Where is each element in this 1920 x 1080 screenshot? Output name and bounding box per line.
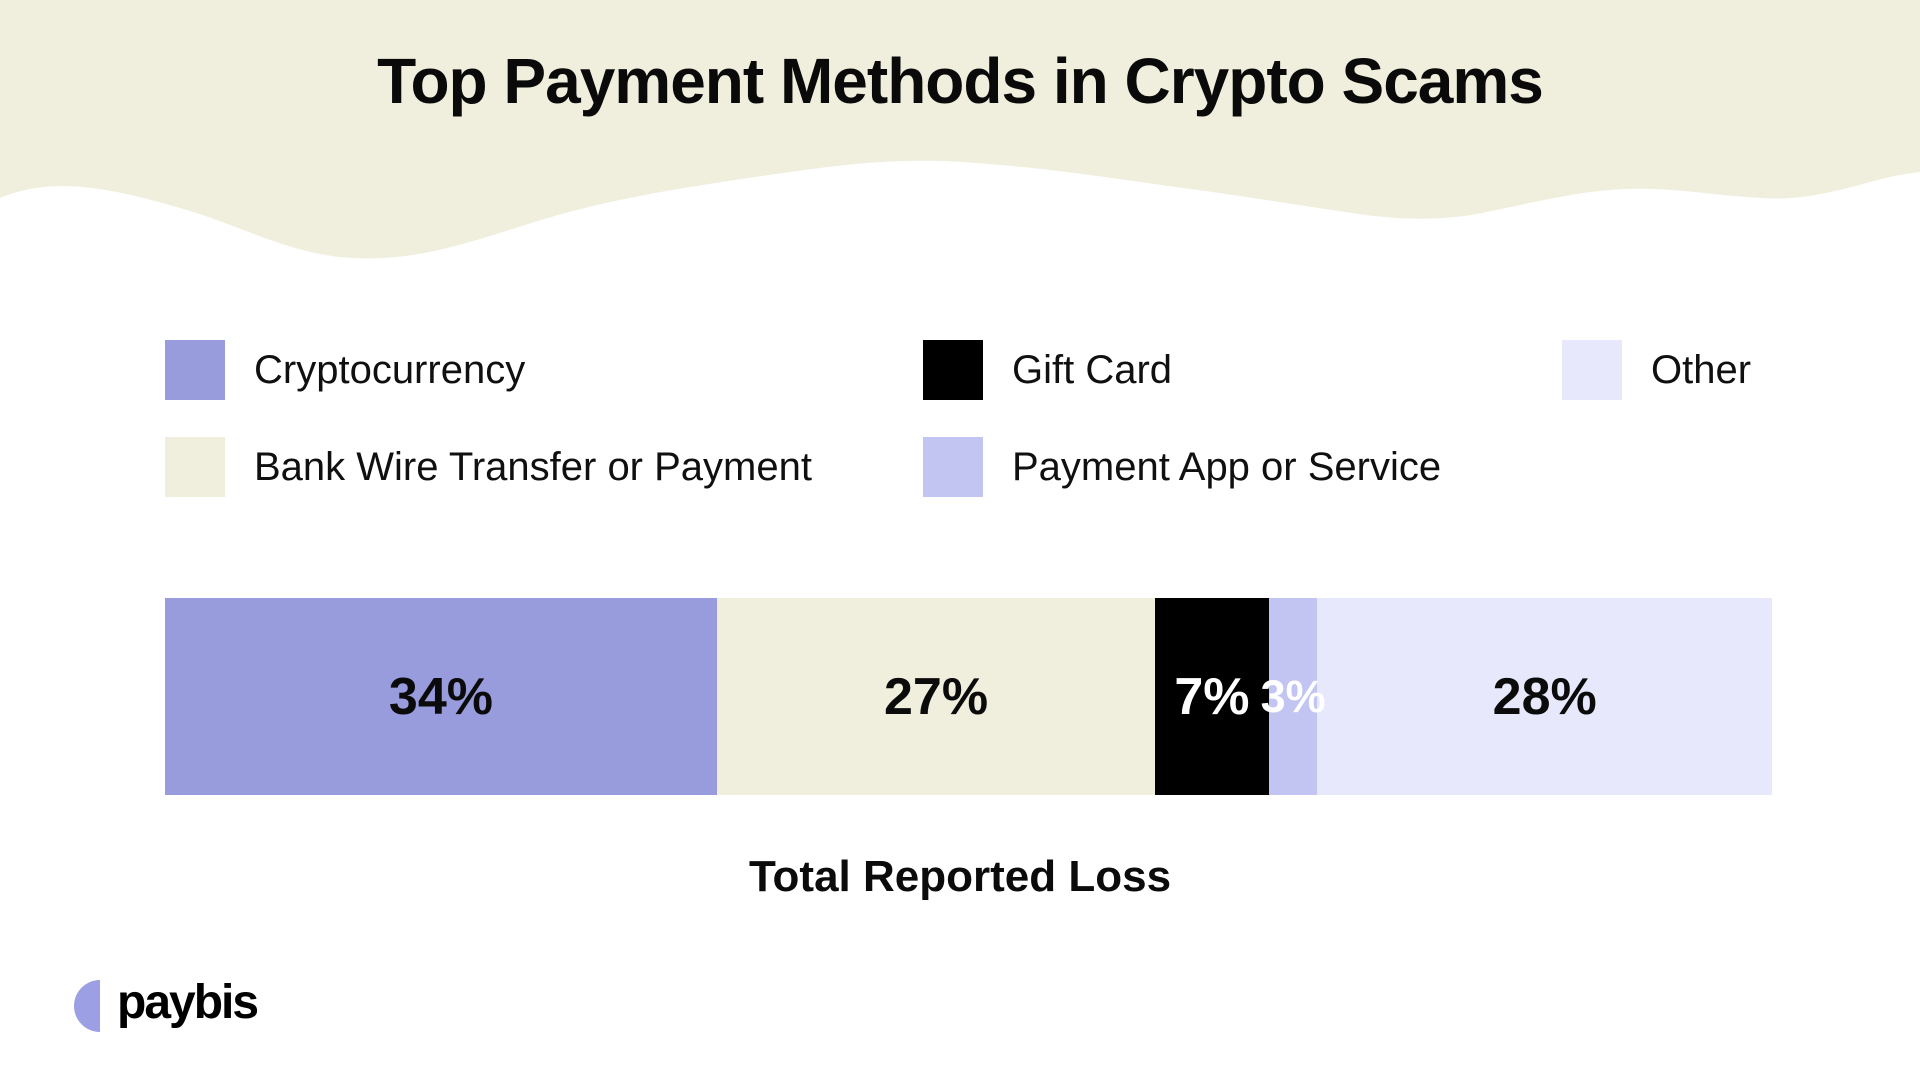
legend-swatch-cryptocurrency	[165, 340, 225, 400]
header-wave-shape	[0, 0, 1920, 259]
legend-label: Bank Wire Transfer or Payment	[254, 444, 812, 489]
brand-name: paybis	[117, 976, 259, 1029]
legend-item-bank-wire: Bank Wire Transfer or Payment	[165, 437, 923, 497]
legend-item-payment-app: Payment App or Service	[923, 437, 1562, 497]
legend-swatch-other	[1562, 340, 1622, 400]
legend-swatch-payment-app	[923, 437, 983, 497]
paybis-logo: paybis	[74, 974, 259, 1032]
legend-swatch-gift-card	[923, 340, 983, 400]
stacked-bar: 34% 27% 7% 3% 28%	[165, 598, 1772, 795]
wave-path	[0, 0, 1920, 259]
bar-value-label: 7%	[1174, 667, 1250, 726]
bar-segment-cryptocurrency: 34%	[165, 598, 717, 795]
legend-label: Cryptocurrency	[254, 347, 526, 392]
legend-label: Other	[1651, 347, 1752, 392]
legend-label: Payment App or Service	[1012, 444, 1442, 489]
page-title: Top Payment Methods in Crypto Scams	[377, 45, 1544, 117]
bar-value-label: 27%	[883, 667, 989, 726]
bar-segment-payment-app: 3%	[1261, 598, 1326, 795]
bar-segment-bank-wire: 27%	[716, 598, 1156, 795]
x-axis-label: Total Reported Loss	[748, 852, 1172, 901]
bar-value-label: 28%	[1492, 667, 1597, 726]
chart-legend: Cryptocurrency Bank Wire Transfer or Pay…	[165, 340, 1751, 497]
bar-value-label: 3%	[1260, 670, 1326, 722]
legend-swatch-bank-wire	[165, 437, 225, 497]
bar-value-label: 34%	[388, 667, 493, 726]
legend-item-gift-card: Gift Card	[923, 340, 1562, 400]
legend-item-other: Other	[1562, 340, 1751, 400]
bar-segment-gift-card: 7%	[1155, 598, 1269, 795]
legend-label: Gift Card	[1012, 347, 1173, 392]
legend-item-cryptocurrency: Cryptocurrency	[165, 340, 923, 400]
bar-segment-other: 28%	[1317, 598, 1772, 795]
half-circle-icon	[74, 980, 100, 1032]
